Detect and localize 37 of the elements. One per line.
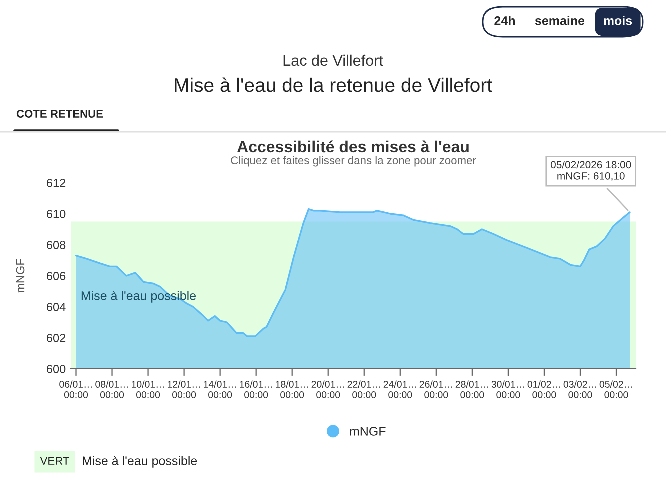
text: COTE RETENUE (16, 110, 104, 118)
text: Mise à l'eau possible (83, 456, 198, 468)
x-tick-label: 12/01… 00:00 (168, 380, 200, 398)
text: VERT (40, 457, 70, 465)
x-tick-label: 03/02… 00:00 (564, 380, 596, 398)
x-tick-label: 24/01… 00:00 (384, 380, 416, 398)
text: semaine (535, 16, 585, 26)
x-tick-label: 08/01… 00:00 (96, 380, 128, 398)
text: mois (604, 16, 632, 26)
x-tick-label: 14/01… 00:00 (204, 380, 236, 398)
y-tick-label: 606 (47, 272, 66, 280)
x-tick-label: 05/02… 00:00 (600, 380, 632, 398)
y-tick-label: 604 (47, 303, 66, 312)
x-tick-label: 16/01… 00:00 (240, 380, 272, 398)
annotation: 05/02/2026 18:00 mNGF: 610,10 (550, 160, 632, 182)
y-tick-label: 602 (47, 334, 66, 342)
y-axis-title: mNGF (16, 259, 25, 293)
x-tick-label: 06/01… 00:00 (60, 380, 92, 398)
x-tick-label: 26/01… 00:00 (420, 380, 452, 398)
chart-subtitle: Cliquez et faites glisser dans la zone pour zoomer (231, 156, 476, 167)
legend-label: mNGF (350, 427, 386, 436)
y-tick-label: 608 (47, 241, 66, 250)
y-tick-label: 612 (47, 179, 66, 188)
band-label: Mise à l'eau possible (82, 291, 196, 303)
x-tick-label: 20/01… 00:00 (312, 380, 344, 398)
text: Lac de Villefort (284, 54, 384, 66)
text: 24h (494, 16, 515, 26)
y-tick-label: 600 (47, 365, 66, 374)
y-tick-label: 610 (47, 210, 66, 218)
chart-title: Accessibilité des mises à l'eau (237, 140, 469, 153)
x-tick-label: 01/02… 00:00 (528, 380, 560, 398)
x-tick-label: 22/01… 00:00 (348, 380, 380, 398)
text: Mise à l'eau de la retenue de Villefort (175, 78, 492, 92)
x-tick-label: 10/01… 00:00 (132, 380, 164, 398)
x-tick-label: 18/01… 00:00 (276, 380, 308, 398)
x-tick-label: 28/01… 00:00 (456, 380, 488, 398)
x-tick-label: 30/01… 00:00 (492, 380, 524, 398)
